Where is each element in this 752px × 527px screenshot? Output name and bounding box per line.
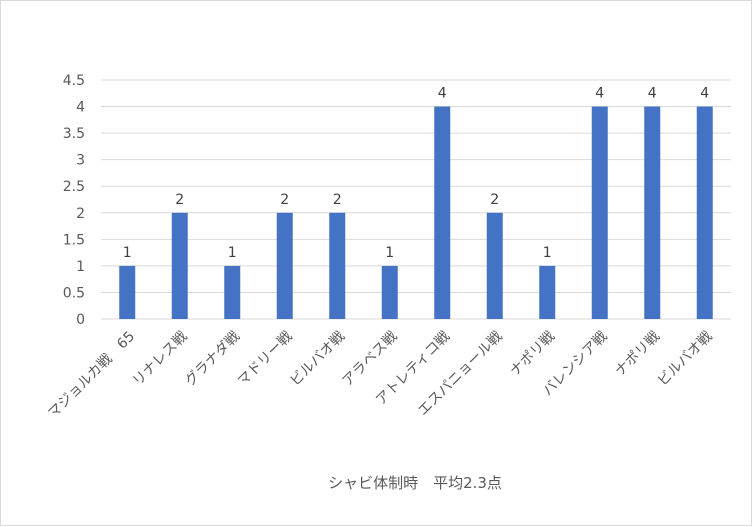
bar bbox=[486, 212, 503, 319]
x-category-label: リナレス戦 bbox=[130, 329, 191, 390]
x-category-label: ビルバオ戦 bbox=[655, 329, 716, 390]
bar bbox=[381, 265, 398, 319]
x-category-label: ナポリ戦 bbox=[612, 329, 663, 380]
x-axis-category-labels: マジョルカ戦 65リナレス戦グラナダ戦マドリー戦ビルバオ戦アラベス戦アトレティコ… bbox=[45, 329, 715, 422]
y-tick-label: 2.5 bbox=[63, 179, 85, 195]
y-tick-label: 0.5 bbox=[63, 285, 85, 301]
y-tick-label: 1.5 bbox=[63, 232, 85, 248]
data-label: 2 bbox=[333, 192, 342, 208]
bar bbox=[329, 212, 346, 319]
data-label: 4 bbox=[595, 86, 604, 102]
x-axis-title: シャビ体制時 平均2.3点 bbox=[328, 474, 502, 492]
bar bbox=[224, 265, 241, 319]
y-tick-label: 0 bbox=[76, 312, 85, 328]
gridlines bbox=[101, 79, 731, 320]
data-label: 1 bbox=[543, 245, 552, 261]
bar bbox=[171, 212, 188, 319]
data-label: 2 bbox=[490, 192, 499, 208]
bar bbox=[434, 106, 451, 319]
y-tick-label: 4.5 bbox=[63, 73, 85, 89]
bar bbox=[119, 265, 136, 319]
y-tick-label: 3.5 bbox=[63, 126, 85, 142]
bar bbox=[539, 265, 556, 319]
y-tick-label: 2 bbox=[76, 206, 85, 222]
data-label: 4 bbox=[700, 86, 709, 102]
data-label: 2 bbox=[280, 192, 289, 208]
x-category-label: マドリー戦 bbox=[235, 329, 296, 390]
y-tick-label: 4 bbox=[76, 100, 85, 116]
data-label: 1 bbox=[228, 245, 237, 261]
bar bbox=[591, 106, 608, 319]
y-axis-tick-labels: 0 0.5 1 1.5 2 2.5 3 3.5 4 4.5 bbox=[63, 73, 85, 328]
y-tick-label: 1 bbox=[76, 259, 85, 275]
data-label: 4 bbox=[648, 86, 657, 102]
x-category-label: ナポリ戦 bbox=[507, 329, 558, 380]
bar bbox=[276, 212, 293, 319]
data-label: 2 bbox=[175, 192, 184, 208]
bar bbox=[696, 106, 713, 319]
x-category-label: マジョルカ戦 65 bbox=[45, 329, 138, 422]
data-label: 1 bbox=[123, 245, 132, 261]
x-category-label: ビルバオ戦 bbox=[287, 329, 348, 390]
bar bbox=[644, 106, 661, 319]
data-labels: 1 2 1 2 2 1 4 2 1 4 4 4 bbox=[123, 86, 710, 261]
bars bbox=[119, 106, 713, 319]
data-label: 4 bbox=[438, 86, 447, 102]
x-category-label: グラナダ戦 bbox=[182, 329, 243, 390]
data-label: 1 bbox=[385, 245, 394, 261]
y-tick-label: 3 bbox=[76, 153, 85, 169]
